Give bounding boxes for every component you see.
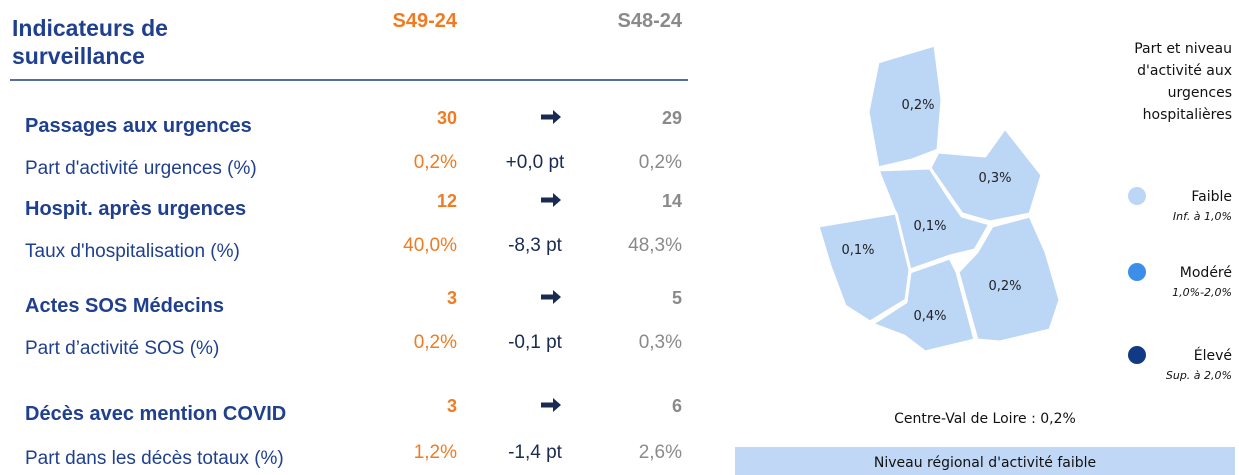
legend-title: Part et niveau	[1134, 41, 1232, 57]
previous-value: 14	[662, 191, 682, 211]
change-value: -0,1 pt	[508, 332, 563, 353]
row-label: Décès avec mention COVID	[25, 403, 286, 425]
legend-name: Modéré	[1180, 265, 1232, 281]
map-region	[816, 211, 912, 324]
column-previous: S48-24	[618, 10, 683, 32]
legend-title: urgences	[1168, 85, 1232, 101]
legend-title: hospitalières	[1143, 107, 1232, 123]
regional-value: Centre-Val de Loire : 0,2%	[894, 411, 1076, 427]
current-value: 0,2%	[414, 332, 457, 353]
change-value: +0,0 pt	[506, 152, 565, 173]
current-value: 30	[437, 108, 457, 128]
map-region	[870, 256, 977, 354]
legend-range: 1,0%-2,0%	[1172, 286, 1232, 299]
legend-swatch	[1128, 346, 1146, 364]
column-current: S49-24	[393, 10, 458, 32]
row-label: Hospit. après urgences	[25, 198, 246, 220]
row-label: Part d'activité urgences (%)	[25, 158, 257, 179]
region-label: 0,1%	[913, 219, 946, 234]
title: surveillance	[12, 43, 145, 69]
trend-arrow	[541, 290, 561, 304]
region-label: 0,3%	[978, 171, 1011, 186]
change-value: -8,3 pt	[508, 235, 563, 256]
current-value: 1,2%	[414, 442, 457, 463]
legend-title: d'activité aux	[1137, 63, 1232, 79]
legend-swatch	[1128, 187, 1146, 205]
row-label: Passages aux urgences	[25, 115, 252, 137]
map-region	[866, 43, 944, 170]
row-label: Taux d'hospitalisation (%)	[25, 241, 240, 262]
previous-value: 48,3%	[628, 235, 682, 256]
trend-arrow	[541, 398, 561, 412]
row-label: Actes SOS Médecins	[25, 295, 224, 317]
current-value: 3	[447, 288, 457, 308]
trend-arrow	[541, 193, 561, 207]
change-value: -1,4 pt	[508, 442, 563, 463]
previous-value: 0,3%	[639, 332, 682, 353]
current-value: 3	[447, 396, 457, 416]
title: Indicateurs de	[12, 15, 168, 41]
trend-arrow	[541, 110, 561, 124]
previous-value: 29	[662, 108, 682, 128]
legend-swatch	[1128, 263, 1146, 281]
current-value: 12	[437, 191, 457, 211]
previous-value: 0,2%	[639, 152, 682, 173]
region-label: 0,1%	[841, 243, 874, 258]
region-label: 0,4%	[913, 309, 946, 324]
legend-name: Faible	[1191, 189, 1232, 205]
current-value: 0,2%	[414, 152, 457, 173]
previous-value: 2,6%	[639, 442, 682, 463]
previous-value: 6	[672, 396, 682, 416]
legend-range: Sup. à 2,0%	[1166, 369, 1232, 382]
row-label: Part d’activité SOS (%)	[25, 338, 219, 359]
legend-range: Inf. à 1,0%	[1173, 210, 1232, 223]
region-label: 0,2%	[988, 279, 1021, 294]
previous-value: 5	[672, 288, 682, 308]
row-label: Part dans les décès totaux (%)	[25, 448, 284, 469]
map-region	[956, 214, 1062, 344]
region-label: 0,2%	[901, 98, 934, 113]
banner-bg	[735, 447, 1235, 475]
banner-text: Niveau régional d'activité faible	[874, 455, 1096, 471]
legend-name: Élevé	[1194, 347, 1232, 364]
current-value: 40,0%	[403, 235, 457, 256]
